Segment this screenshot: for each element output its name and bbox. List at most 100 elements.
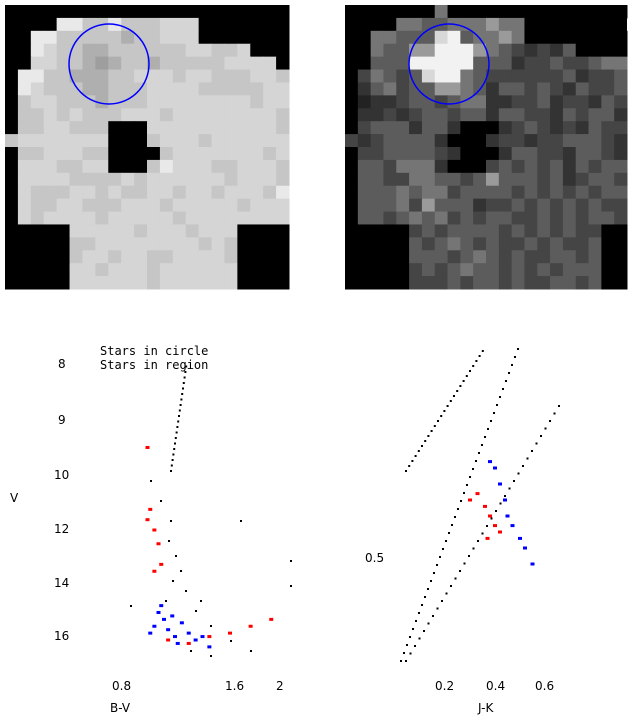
cmd-field-star bbox=[172, 453, 175, 456]
right-map-cell bbox=[614, 276, 628, 290]
left-map-cell bbox=[5, 56, 19, 71]
right-map-cell bbox=[409, 56, 423, 71]
right-map-cell bbox=[434, 95, 449, 109]
left-map-cell bbox=[198, 134, 213, 148]
right-map-cell bbox=[537, 17, 551, 32]
left-map-cell bbox=[30, 276, 45, 290]
left-map-cell bbox=[211, 237, 225, 251]
left-map-cell bbox=[276, 172, 290, 187]
right-map-cell bbox=[357, 30, 372, 45]
ccd-reference-track bbox=[487, 428, 489, 430]
left-map-cell bbox=[224, 69, 238, 83]
right-map-cell bbox=[575, 134, 590, 148]
ccd-reference-track bbox=[490, 517, 493, 520]
left-map-cell bbox=[30, 237, 45, 251]
ccd-reference-track bbox=[465, 375, 468, 377]
right-map-cell bbox=[396, 82, 410, 96]
right-map-cell bbox=[357, 147, 372, 161]
right-map-cell bbox=[447, 172, 461, 187]
left-map-cell bbox=[82, 56, 96, 71]
right-map-cell bbox=[370, 198, 384, 213]
left-map-cell bbox=[237, 56, 251, 71]
left-map-cell bbox=[250, 56, 264, 71]
left-map-cell bbox=[95, 263, 109, 277]
left-map-cell bbox=[43, 56, 58, 71]
right-map-cell bbox=[550, 43, 564, 58]
right-map-cell bbox=[524, 69, 538, 83]
left-map-cell bbox=[185, 134, 200, 148]
ccd-reference-track bbox=[477, 540, 479, 542]
right-map-cell bbox=[498, 263, 513, 277]
ccd-reference-track bbox=[508, 372, 510, 374]
right-map-cell bbox=[383, 43, 397, 58]
left-map-cell bbox=[198, 5, 213, 19]
left-map-cell bbox=[95, 159, 109, 174]
right-map-cell bbox=[601, 159, 615, 174]
left-map-cell bbox=[224, 159, 238, 174]
left-map-cell bbox=[30, 121, 45, 135]
left-map-cell bbox=[108, 237, 122, 251]
cmd-series0-point bbox=[159, 604, 164, 608]
ccd-series0-point bbox=[505, 514, 510, 518]
cmd-series0-point bbox=[148, 631, 153, 635]
cmd-series0-point bbox=[162, 617, 166, 621]
right-map-cell bbox=[357, 211, 372, 225]
left-map-cell bbox=[95, 224, 109, 238]
ccd-reference-track bbox=[535, 442, 538, 445]
left-map-cell bbox=[69, 82, 83, 96]
right-map-cell bbox=[396, 5, 410, 19]
left-map-cell bbox=[69, 69, 83, 83]
left-map-cell bbox=[5, 108, 19, 122]
ccd-reference-track bbox=[495, 510, 497, 512]
left-map-cell bbox=[224, 108, 238, 122]
right-map-cell bbox=[486, 134, 500, 148]
right-map-cell bbox=[396, 185, 410, 200]
right-map-cell bbox=[575, 263, 590, 277]
left-map-cell bbox=[211, 147, 225, 161]
right-map-cell bbox=[357, 5, 372, 19]
left-map-cell bbox=[276, 69, 290, 83]
right-map-cell bbox=[460, 237, 474, 251]
right-map-cell bbox=[383, 224, 397, 238]
right-map-cell bbox=[550, 250, 564, 264]
left-map-cell bbox=[121, 211, 135, 225]
right-map-cell bbox=[447, 198, 461, 213]
left-map-cell bbox=[56, 147, 71, 161]
left-map-cell bbox=[172, 159, 187, 174]
cmd-series1-point bbox=[156, 542, 161, 546]
left-map-cell bbox=[237, 276, 251, 290]
left-map-cell bbox=[250, 250, 264, 264]
right-map-cell bbox=[396, 276, 410, 290]
right-map-cell bbox=[511, 56, 525, 71]
left-map-cell bbox=[159, 263, 174, 277]
cmd-series1-point bbox=[152, 569, 157, 573]
right-map-cell bbox=[575, 237, 590, 251]
right-map-cell bbox=[357, 82, 372, 96]
left-map-cell bbox=[43, 82, 58, 96]
left-map-cell bbox=[237, 250, 251, 264]
ccd-reference-track bbox=[449, 400, 452, 402]
left-map-cell bbox=[121, 237, 135, 251]
ccd-reference-track bbox=[490, 420, 492, 422]
right-map-cell bbox=[614, 185, 628, 200]
left-map-cell bbox=[108, 250, 122, 264]
left-map-cell bbox=[43, 237, 58, 251]
left-map-cell bbox=[185, 159, 200, 174]
right-map-cell bbox=[588, 56, 602, 71]
ccd-reference-track bbox=[415, 620, 417, 622]
right-map-cell bbox=[409, 237, 423, 251]
right-map-cell bbox=[550, 159, 564, 174]
right-map-cell bbox=[601, 263, 615, 277]
cmd-xtick-1: 1.6 bbox=[225, 679, 244, 693]
cmd-field-star bbox=[168, 540, 170, 542]
right-map-cell bbox=[345, 17, 359, 32]
left-grayscale-map bbox=[5, 5, 290, 290]
right-map-cell bbox=[601, 211, 615, 225]
cmd-series0-point bbox=[166, 628, 171, 632]
left-map-cell bbox=[5, 43, 19, 58]
left-map-cell bbox=[134, 211, 148, 225]
left-map-cell bbox=[185, 56, 200, 71]
left-map-cell bbox=[211, 134, 225, 148]
right-map-cell bbox=[383, 134, 397, 148]
ccd-reference-track bbox=[430, 430, 433, 432]
